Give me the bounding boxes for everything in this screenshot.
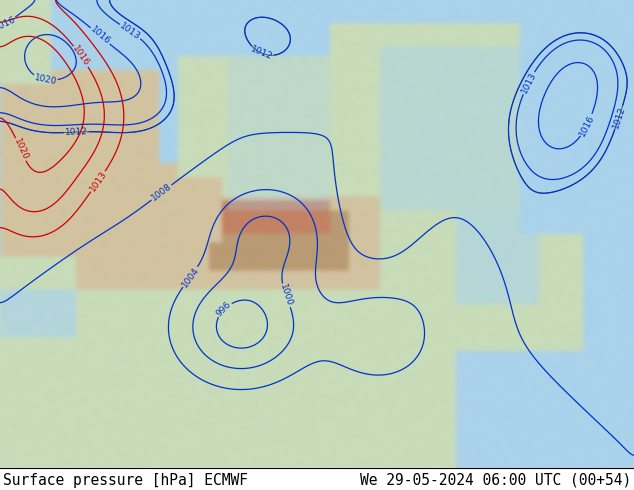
Text: 1013: 1013 (87, 170, 108, 194)
Text: 1004: 1004 (180, 265, 201, 289)
Text: 1016: 1016 (71, 44, 91, 68)
Text: 1016: 1016 (0, 15, 17, 33)
Text: 1013: 1013 (519, 71, 538, 95)
Text: Surface pressure [hPa] ECMWF: Surface pressure [hPa] ECMWF (3, 472, 248, 488)
Text: 1016: 1016 (578, 113, 597, 138)
Text: 996: 996 (215, 300, 233, 318)
Text: 1016: 1016 (88, 25, 112, 47)
Text: 1012: 1012 (611, 105, 627, 130)
Text: 1012: 1012 (250, 45, 274, 62)
Text: 1012: 1012 (65, 127, 88, 137)
Text: 1000: 1000 (278, 283, 294, 308)
Text: 1020: 1020 (12, 137, 30, 162)
Text: 1020: 1020 (33, 73, 58, 87)
Text: 1008: 1008 (150, 182, 173, 203)
Text: We 29-05-2024 06:00 UTC (00+54): We 29-05-2024 06:00 UTC (00+54) (359, 472, 631, 488)
Text: 1013: 1013 (119, 21, 142, 42)
